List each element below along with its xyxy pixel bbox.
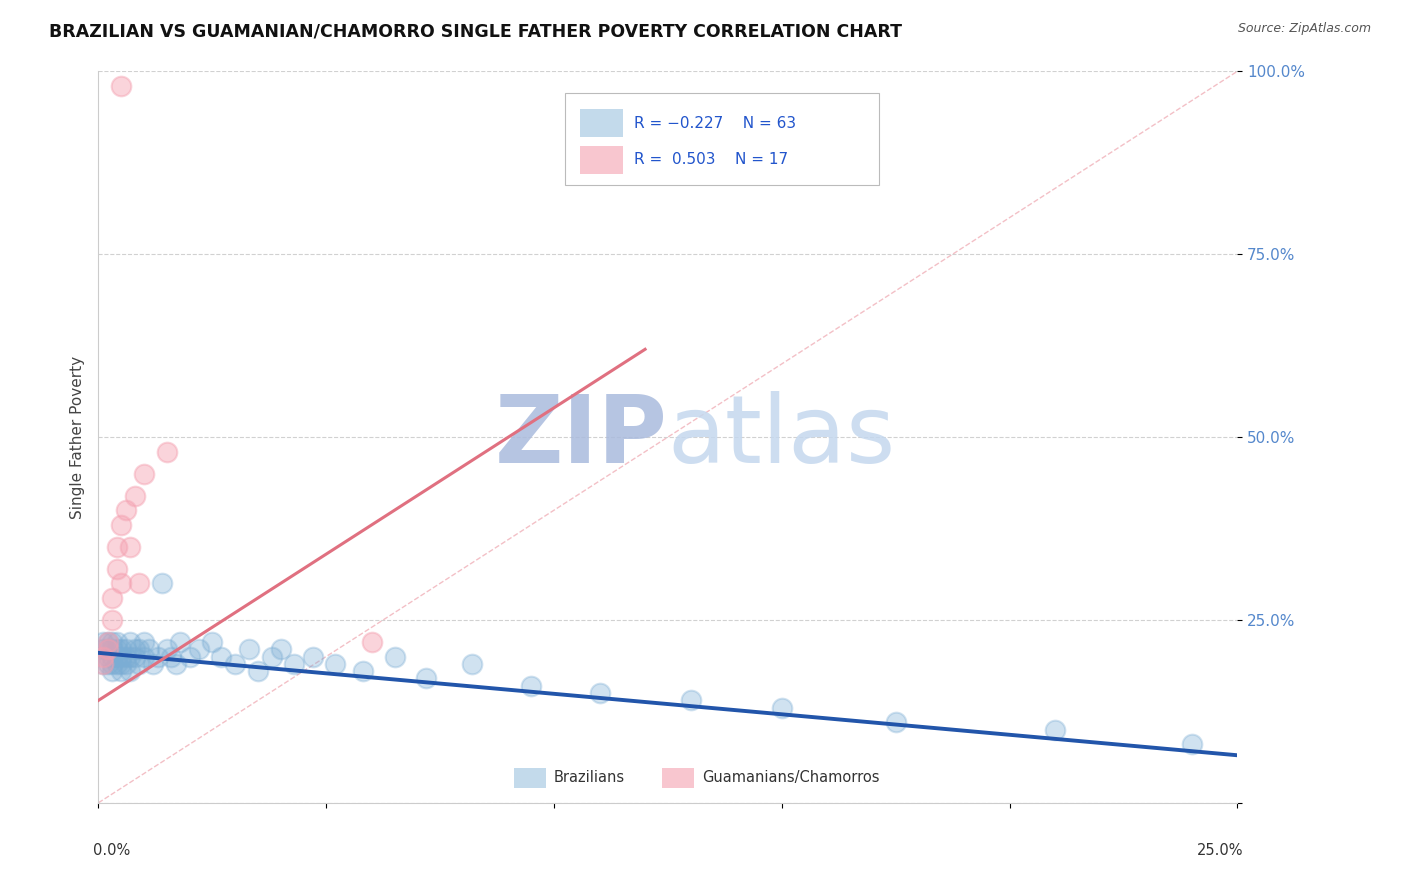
Point bbox=[201, 635, 224, 649]
Point bbox=[124, 489, 146, 503]
Point bbox=[179, 649, 201, 664]
Point bbox=[120, 649, 142, 664]
Text: R = −0.227    N = 63: R = −0.227 N = 63 bbox=[634, 116, 796, 131]
Point bbox=[461, 657, 484, 671]
Text: 25.0%: 25.0% bbox=[1197, 843, 1243, 858]
Point bbox=[415, 672, 437, 686]
Point bbox=[96, 642, 118, 657]
Point bbox=[114, 649, 136, 664]
Point bbox=[110, 657, 132, 671]
Point bbox=[105, 642, 128, 657]
Text: 0.0%: 0.0% bbox=[93, 843, 129, 858]
Point bbox=[588, 686, 610, 700]
Point bbox=[101, 591, 124, 605]
Point bbox=[91, 649, 114, 664]
Point bbox=[142, 657, 165, 671]
Point bbox=[128, 657, 150, 671]
Point bbox=[91, 657, 114, 671]
Point bbox=[124, 642, 146, 657]
Text: atlas: atlas bbox=[668, 391, 896, 483]
Point bbox=[120, 540, 142, 554]
Point bbox=[301, 649, 323, 664]
FancyBboxPatch shape bbox=[581, 110, 623, 137]
Text: Brazilians: Brazilians bbox=[554, 771, 626, 786]
Point bbox=[209, 649, 232, 664]
Point bbox=[246, 664, 269, 678]
Point bbox=[101, 649, 124, 664]
Point bbox=[169, 635, 191, 649]
Point bbox=[1043, 723, 1066, 737]
Y-axis label: Single Father Poverty: Single Father Poverty bbox=[69, 356, 84, 518]
Point bbox=[283, 657, 305, 671]
Point bbox=[105, 540, 128, 554]
FancyBboxPatch shape bbox=[565, 94, 879, 185]
Point bbox=[384, 649, 406, 664]
Point bbox=[105, 562, 128, 576]
Point bbox=[96, 635, 118, 649]
Point bbox=[96, 657, 118, 671]
Point bbox=[91, 657, 114, 671]
Point bbox=[101, 642, 124, 657]
Point bbox=[138, 642, 160, 657]
Point bbox=[150, 576, 173, 591]
Point bbox=[132, 467, 155, 481]
Text: BRAZILIAN VS GUAMANIAN/CHAMORRO SINGLE FATHER POVERTY CORRELATION CHART: BRAZILIAN VS GUAMANIAN/CHAMORRO SINGLE F… bbox=[49, 22, 903, 40]
Point bbox=[146, 649, 169, 664]
Point bbox=[679, 693, 702, 707]
Point bbox=[101, 657, 124, 671]
Point bbox=[120, 635, 142, 649]
Point bbox=[110, 664, 132, 678]
Point bbox=[128, 642, 150, 657]
Point bbox=[114, 657, 136, 671]
Point bbox=[96, 635, 118, 649]
Point bbox=[520, 679, 543, 693]
Text: Guamanians/Chamorros: Guamanians/Chamorros bbox=[702, 771, 880, 786]
Point bbox=[132, 649, 155, 664]
Point bbox=[238, 642, 260, 657]
Point bbox=[128, 576, 150, 591]
Point bbox=[105, 635, 128, 649]
FancyBboxPatch shape bbox=[515, 768, 546, 789]
Point bbox=[160, 649, 183, 664]
Point bbox=[270, 642, 292, 657]
Point bbox=[96, 649, 118, 664]
Point bbox=[165, 657, 187, 671]
Point bbox=[101, 664, 124, 678]
Point bbox=[132, 635, 155, 649]
Point bbox=[124, 649, 146, 664]
Point bbox=[187, 642, 209, 657]
Point bbox=[323, 657, 346, 671]
Point bbox=[110, 576, 132, 591]
Point bbox=[105, 657, 128, 671]
Point bbox=[91, 635, 114, 649]
Point bbox=[101, 613, 124, 627]
Point bbox=[224, 657, 246, 671]
Point bbox=[114, 642, 136, 657]
Point bbox=[120, 664, 142, 678]
Text: R =  0.503    N = 17: R = 0.503 N = 17 bbox=[634, 153, 787, 168]
Point bbox=[91, 642, 114, 657]
Point bbox=[156, 444, 179, 458]
Point bbox=[770, 700, 793, 714]
Point bbox=[110, 642, 132, 657]
Point bbox=[101, 635, 124, 649]
Point bbox=[884, 715, 907, 730]
Point bbox=[1181, 737, 1204, 751]
FancyBboxPatch shape bbox=[662, 768, 695, 789]
Point bbox=[114, 503, 136, 517]
Point bbox=[156, 642, 179, 657]
Point bbox=[360, 635, 382, 649]
Point bbox=[105, 649, 128, 664]
FancyBboxPatch shape bbox=[581, 146, 623, 174]
Text: Source: ZipAtlas.com: Source: ZipAtlas.com bbox=[1237, 22, 1371, 36]
Point bbox=[110, 78, 132, 93]
Point bbox=[110, 517, 132, 532]
Point bbox=[96, 642, 118, 657]
Point bbox=[260, 649, 283, 664]
Text: ZIP: ZIP bbox=[495, 391, 668, 483]
Point bbox=[110, 649, 132, 664]
Point bbox=[352, 664, 374, 678]
